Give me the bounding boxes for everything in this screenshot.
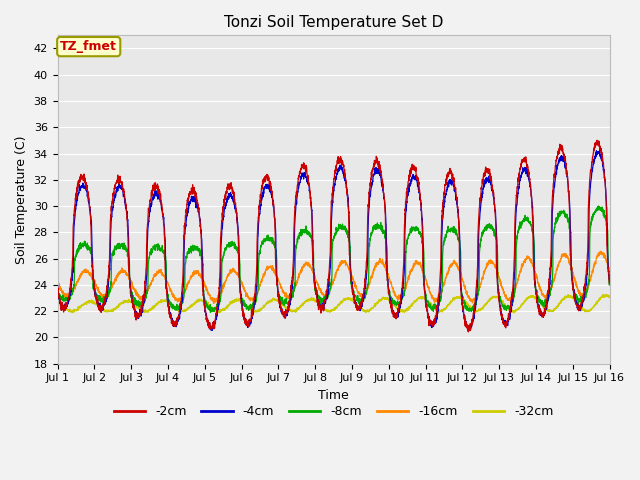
Y-axis label: Soil Temperature (C): Soil Temperature (C) [15,135,28,264]
Legend: -2cm, -4cm, -8cm, -16cm, -32cm: -2cm, -4cm, -8cm, -16cm, -32cm [109,400,558,423]
X-axis label: Time: Time [318,389,349,402]
Title: Tonzi Soil Temperature Set D: Tonzi Soil Temperature Set D [224,15,444,30]
Text: TZ_fmet: TZ_fmet [60,40,117,53]
